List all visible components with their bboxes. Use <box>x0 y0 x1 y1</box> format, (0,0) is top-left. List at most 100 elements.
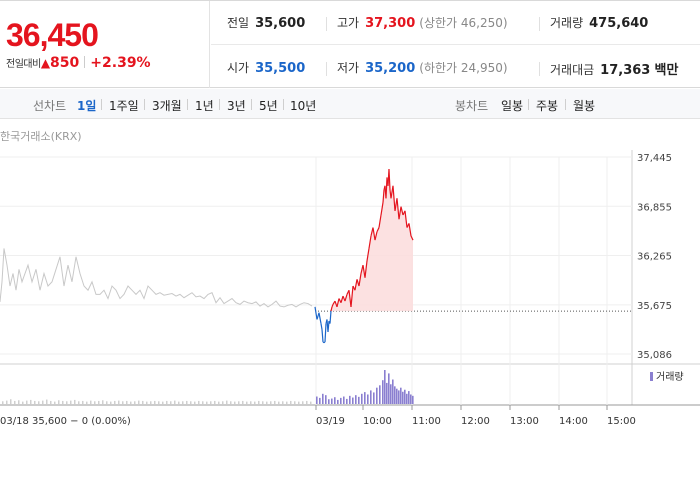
volume-bar <box>158 401 160 404</box>
volume-bar <box>194 401 196 404</box>
volume-bar <box>130 401 132 404</box>
volume-bar <box>331 398 333 404</box>
divider <box>187 99 188 110</box>
y-tick-label: 35,675 <box>637 301 672 312</box>
divider <box>539 62 540 76</box>
volume-bar <box>319 397 321 404</box>
up-arrow-icon: ▲ <box>40 56 51 70</box>
tab-daily-candle[interactable]: 일봉 <box>501 99 524 113</box>
today-series-segment <box>350 285 354 307</box>
today-series-segment <box>364 260 368 278</box>
volume-bar <box>302 401 304 404</box>
stat-amount: 거래대금 17,363 백만 <box>550 59 678 78</box>
volume-bar <box>170 401 172 404</box>
volume-bar <box>242 400 244 404</box>
volume-bar <box>406 393 408 404</box>
stat-value: 17,363 <box>600 63 651 78</box>
volume-bar <box>118 400 120 404</box>
amount-unit: 백만 <box>654 63 679 78</box>
volume-bar <box>274 400 276 404</box>
volume-bar <box>122 401 124 404</box>
volume-bar <box>2 401 4 404</box>
tab-3-years[interactable]: 3년 <box>227 99 246 113</box>
volume-bar <box>82 400 84 404</box>
divider <box>326 17 327 31</box>
y-tick-label: 35,086 <box>637 350 672 361</box>
volume-bar <box>22 401 24 404</box>
today-series-segment <box>382 189 385 203</box>
change-label: 전일대비 <box>6 59 41 70</box>
volume-bar <box>162 401 164 404</box>
volume-bar <box>402 391 404 404</box>
today-series-segment <box>354 279 358 291</box>
tab-monthly-candle[interactable]: 월봉 <box>573 99 596 113</box>
volume-bar <box>367 394 369 404</box>
y-tick-label: 37,445 <box>637 153 672 164</box>
divider <box>326 62 327 76</box>
today-series-segment <box>398 206 402 220</box>
today-series-segment <box>380 202 384 216</box>
volume-bar <box>388 373 390 404</box>
today-series-segment <box>358 273 362 287</box>
tab-5-years[interactable]: 5년 <box>259 99 278 113</box>
y-tick-label: 36,855 <box>637 202 672 213</box>
data-source-label: 한국거래소(KRX) <box>0 130 82 143</box>
volume-bar <box>50 400 52 404</box>
tab-10-years[interactable]: 10년 <box>290 99 317 113</box>
stat-label: 거래량 <box>550 16 584 30</box>
volume-bar <box>42 400 44 404</box>
volume-bar <box>310 401 312 404</box>
volume-bar <box>238 401 240 404</box>
volume-bar <box>390 384 392 404</box>
divider <box>84 56 86 68</box>
volume-bar <box>14 400 16 404</box>
volume-bar <box>146 401 148 404</box>
today-series-segment <box>404 210 408 228</box>
volume-bar <box>412 395 414 404</box>
stat-label: 저가 <box>337 61 360 75</box>
today-series-segment <box>327 321 330 333</box>
tab-1-day[interactable]: 1일 <box>77 99 97 113</box>
today-series-segment <box>329 311 332 324</box>
volume-legend-swatch <box>650 372 653 381</box>
volume-bar <box>262 401 264 404</box>
volume-bar <box>34 400 36 404</box>
change-value: 850 <box>50 55 80 71</box>
divider <box>211 44 700 45</box>
volume-bar <box>54 401 56 404</box>
divider <box>565 99 566 110</box>
x-tick-label: 03/19 <box>316 416 345 427</box>
today-series-segment <box>324 323 327 343</box>
volume-bar <box>74 399 76 404</box>
today-series-segment <box>374 231 378 241</box>
period-tabs: 선차트 1일 1주일 3개월 1년 3년 5년 10년 봉차트 일봉 주봉 월봉 <box>0 89 700 119</box>
volume-bar <box>410 394 412 404</box>
volume-bar <box>46 399 48 404</box>
volume-bar <box>286 401 288 404</box>
volume-bar <box>126 400 128 404</box>
today-series-segment <box>368 235 372 249</box>
volume-bar <box>190 401 192 404</box>
volume-bar <box>78 401 80 404</box>
volume-bar <box>86 401 88 404</box>
upper-limit: (상한가 46,250) <box>419 16 508 30</box>
today-series-segment <box>322 341 325 344</box>
volume-bar <box>392 379 394 404</box>
footer-prev-close: 03/18 35,600 − 0 (0.00%) <box>0 416 131 427</box>
volume-bar <box>222 401 224 404</box>
tab-weekly-candle[interactable]: 주봉 <box>536 99 559 113</box>
volume-bar <box>358 396 360 404</box>
tab-3-months[interactable]: 3개월 <box>152 99 182 113</box>
stat-value: 35,600 <box>255 16 306 31</box>
volume-bar <box>361 393 363 404</box>
today-series-segment <box>410 235 414 241</box>
volume-bar <box>266 401 268 404</box>
today-series-segment <box>314 306 318 320</box>
tab-1-year[interactable]: 1년 <box>195 99 214 113</box>
volume-bar <box>328 399 330 404</box>
volume-bar <box>346 398 348 404</box>
volume-bar <box>370 390 372 404</box>
tab-1-week[interactable]: 1주일 <box>109 99 139 113</box>
candle-chart-label: 봉차트 <box>455 99 489 113</box>
intraday-chart: 한국거래소(KRX) 37,445 36,855 36,265 35,675 35,08… <box>0 130 700 427</box>
